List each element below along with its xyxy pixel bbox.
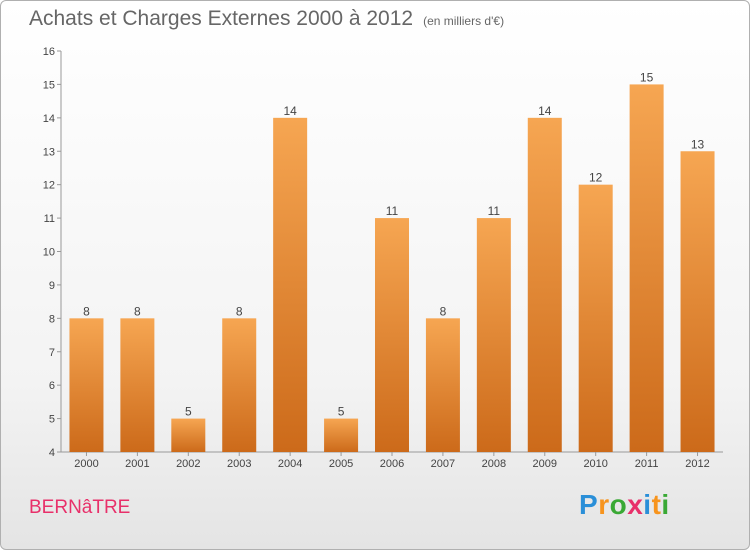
bar <box>476 218 511 452</box>
x-tick-label: 2004 <box>278 458 302 470</box>
logo-letter: i <box>661 489 670 520</box>
y-tick-label: 12 <box>43 180 55 192</box>
bar-value-label: 11 <box>488 204 501 218</box>
logo-letter: P <box>579 489 599 520</box>
bar-value-label: 8 <box>440 304 447 318</box>
bar-value-label: 12 <box>589 171 603 185</box>
x-tick-label: 2009 <box>533 458 557 470</box>
bar <box>273 117 308 452</box>
bar <box>680 151 715 452</box>
y-tick-label: 5 <box>49 414 55 426</box>
bar-value-label: 13 <box>691 137 705 151</box>
x-tick-label: 2011 <box>635 458 659 470</box>
bar-value-label: 15 <box>640 70 654 84</box>
x-tick-label: 2006 <box>380 458 404 470</box>
chart-title: Achats et Charges Externes 2000 à 2012 (e… <box>29 7 505 30</box>
bar-value-label: 5 <box>338 405 345 419</box>
bar <box>222 318 257 452</box>
bar-value-label: 8 <box>83 304 90 318</box>
bar-value-label: 8 <box>236 304 243 318</box>
y-tick-label: 4 <box>49 447 55 459</box>
y-tick-label: 8 <box>49 313 55 325</box>
location-name: BERNâTRE <box>29 497 131 518</box>
chart-subtitle: (en milliers d'€) <box>423 14 505 28</box>
proxiti-logo[interactable]: Proxiti <box>579 489 670 521</box>
x-tick-label: 2012 <box>685 458 709 470</box>
x-tick-label: 2001 <box>125 458 149 470</box>
bar <box>629 84 664 453</box>
bar-value-label: 14 <box>538 104 552 118</box>
logo-letter: r <box>598 489 610 520</box>
x-tick-label: 2003 <box>227 458 251 470</box>
logo-letter: x <box>627 489 644 520</box>
y-tick-label: 7 <box>49 347 55 359</box>
y-tick-label: 16 <box>43 46 55 58</box>
bar <box>527 117 562 452</box>
bar <box>171 418 206 452</box>
bar <box>324 418 359 452</box>
y-tick-label: 13 <box>43 146 55 158</box>
y-tick-label: 6 <box>49 380 55 392</box>
bar <box>375 218 409 452</box>
x-tick-label: 2005 <box>329 458 353 470</box>
x-tick-label: 2002 <box>176 458 200 470</box>
bar <box>69 318 104 452</box>
logo-letter: t <box>651 489 662 520</box>
x-tick-label: 2008 <box>482 458 506 470</box>
x-tick-label: 2007 <box>431 458 455 470</box>
logo-letter: o <box>609 489 628 520</box>
x-tick-label: 2010 <box>583 458 607 470</box>
logo-letter: i <box>643 489 652 520</box>
y-tick-label: 10 <box>43 247 55 259</box>
bar-value-label: 5 <box>185 405 192 419</box>
y-tick-label: 14 <box>43 113 55 125</box>
bar <box>425 318 460 452</box>
bar-value-label: 14 <box>283 104 297 118</box>
y-tick-label: 9 <box>49 280 55 292</box>
bar-value-label: 11 <box>386 204 399 218</box>
y-tick-label: 11 <box>44 213 55 225</box>
bar <box>578 184 613 452</box>
bar <box>120 318 155 452</box>
x-tick-label: 2000 <box>74 458 98 470</box>
y-tick-label: 15 <box>43 79 55 91</box>
bar-value-label: 8 <box>134 304 141 318</box>
